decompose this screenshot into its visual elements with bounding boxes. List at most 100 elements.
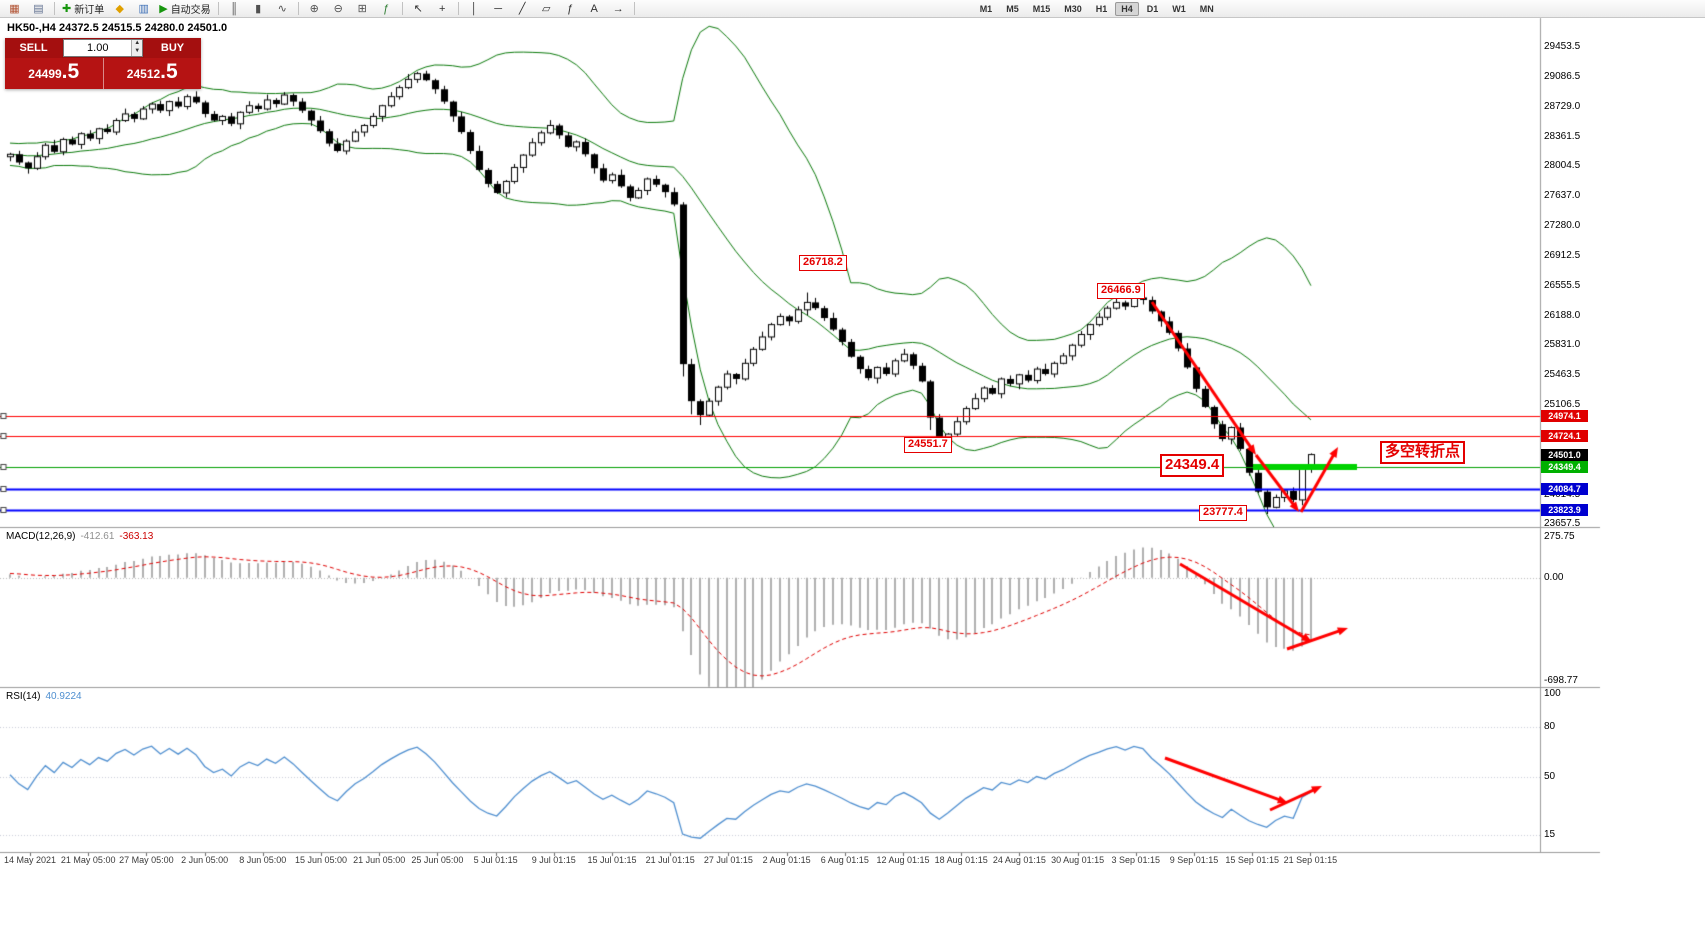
channel-icon[interactable]: ▱	[535, 0, 558, 18]
macd-indicator-label: MACD(12,26,9) -412.61 -363.13	[6, 531, 158, 542]
market-watch-icon: ▥	[138, 2, 149, 15]
line-chart-icon[interactable]: ∿	[271, 0, 294, 18]
vertical-line-icon: │	[470, 2, 478, 15]
toolbar-separator	[457, 2, 459, 15]
price-axis-label: 25463.5	[1544, 369, 1581, 381]
trendline-icon[interactable]: ╱	[511, 0, 534, 18]
timeframe-d1-button[interactable]: D1	[1146, 3, 1159, 14]
autotrade-button[interactable]: ▶ 自动交易	[156, 0, 213, 18]
candlestick-chart-icon: ▮	[255, 2, 262, 15]
price-tag: 24974.1	[1541, 409, 1588, 422]
price-axis-label: 25831.0	[1544, 339, 1581, 351]
horizontal-line-icon[interactable]: ─	[487, 0, 510, 18]
toolbar-separator	[633, 2, 635, 15]
price-tag: 24724.1	[1541, 430, 1588, 443]
price-tag: 24349.4	[1541, 461, 1588, 474]
bar-chart-icon[interactable]: ║	[223, 0, 246, 18]
timeframe-m30-button[interactable]: M30	[1064, 3, 1082, 14]
time-axis-label: 5 Jul 01:15	[473, 855, 518, 865]
time-axis-label: 27 May 05:00	[119, 855, 174, 865]
chart-profiles-icon[interactable]: ▤	[27, 0, 50, 18]
time-axis-label: 15 Sep 01:15	[1225, 855, 1279, 865]
time-axis-label: 18 Aug 01:15	[934, 855, 988, 865]
volume-field: ▲ ▼	[63, 39, 143, 57]
time-axis-label: 12 Aug 01:15	[876, 855, 930, 865]
trade-panel-header: SELL ▲ ▼ BUY	[5, 38, 201, 58]
fibonacci-icon[interactable]: ƒ	[559, 0, 582, 18]
volume-decrease-button[interactable]: ▼	[132, 48, 142, 56]
timeframe-m5-button[interactable]: M5	[1006, 3, 1019, 14]
autotrade-button: ▶	[159, 2, 168, 15]
text-icon: A	[590, 2, 598, 15]
timeframe-m15-button[interactable]: M15	[1032, 3, 1051, 14]
sell-price-int: 24499	[28, 67, 62, 81]
candlestick-chart-icon[interactable]: ▮	[247, 0, 270, 18]
time-axis-label: 6 Aug 01:15	[820, 855, 869, 865]
zoom-in-icon: ⊕	[309, 2, 319, 15]
buy-price[interactable]: 24512.5	[103, 58, 201, 89]
time-axis-label: 15 Jun 05:00	[294, 855, 348, 865]
sell-price[interactable]: 24499.5	[5, 58, 104, 89]
timeframe-toolbar: M1 M5 M15 M30 H1 H4 D1 W1 MN	[974, 1, 1220, 16]
bar-chart-icon: ║	[230, 2, 239, 15]
sell-button[interactable]: SELL	[5, 38, 62, 58]
new-order-button[interactable]: ✚ 新订单	[59, 0, 107, 18]
cursor-icon: ↖	[413, 2, 423, 15]
price-axis-label: 28729.0	[1544, 100, 1581, 112]
trend-note-annotation: 多空转折点	[1380, 441, 1466, 464]
sell-price-frac: .5	[61, 60, 80, 83]
time-axis-label: 30 Aug 01:15	[1051, 855, 1105, 865]
crosshair-icon: +	[438, 2, 446, 15]
autotrade-button-label: 自动交易	[170, 5, 211, 16]
buy-price-frac: .5	[160, 60, 178, 83]
time-axis-label: 8 Jun 05:00	[239, 855, 287, 865]
crosshair-icon[interactable]: +	[431, 0, 454, 18]
vertical-line-icon[interactable]: │	[463, 0, 486, 18]
line-chart-icon: ∿	[277, 2, 287, 15]
tile-windows-icon: ⊞	[357, 2, 367, 15]
indicators-icon[interactable]: ƒ	[375, 0, 398, 18]
arrows-icon: →	[612, 2, 624, 15]
price-axis-label: 26555.5	[1544, 279, 1581, 291]
alerts-icon[interactable]: ◆	[108, 0, 131, 18]
price-axis-label: 27637.0	[1544, 190, 1581, 202]
timeframe-mn-button[interactable]: MN	[1199, 3, 1214, 14]
time-axis-label: 21 Sep 01:15	[1283, 855, 1338, 865]
timeframe-w1-button[interactable]: W1	[1172, 3, 1186, 14]
zoom-out-icon[interactable]: ⊖	[327, 0, 350, 18]
cursor-icon[interactable]: ↖	[407, 0, 430, 18]
new-chart-icon[interactable]: ▦	[3, 0, 26, 18]
rsi-name: RSI(14)	[6, 691, 41, 702]
volume-increase-button[interactable]: ▲	[132, 40, 142, 48]
toolbar-separator	[297, 2, 299, 15]
price-axis-label: 25106.5	[1544, 398, 1581, 410]
zoom-in-icon[interactable]: ⊕	[303, 0, 326, 18]
time-axis-label: 21 Jun 05:00	[353, 855, 406, 865]
macd-scale-label: 275.75	[1544, 531, 1575, 542]
macd-value-signal: -363.13	[119, 531, 154, 542]
macd-scale-label: 0.00	[1544, 571, 1564, 583]
timeframe-m1-button[interactable]: M1	[979, 3, 993, 14]
timeframe-h4-button[interactable]: H4	[1115, 1, 1139, 16]
tile-windows-icon[interactable]: ⊞	[351, 0, 374, 18]
horizontal-line-icon: ─	[494, 2, 503, 15]
price-axis-label: 29453.5	[1544, 41, 1581, 52]
price-tag: 24084.7	[1541, 482, 1588, 495]
buy-button[interactable]: BUY	[144, 38, 201, 58]
timeframe-h1-button[interactable]: H1	[1095, 3, 1108, 14]
time-axis-label: 2 Aug 01:15	[762, 855, 811, 865]
toolbar-separator	[217, 2, 219, 15]
time-axis-label: 14 May 2021	[3, 855, 57, 865]
volume-input[interactable]	[64, 40, 132, 56]
market-watch-icon[interactable]: ▥	[132, 0, 155, 18]
text-icon[interactable]: A	[583, 0, 606, 18]
arrows-icon[interactable]: →	[607, 0, 630, 18]
volume-spinner: ▲ ▼	[131, 40, 142, 56]
toolbar-separator	[401, 2, 403, 15]
high-26718-annotation: 26718.2	[799, 255, 847, 271]
indicators-icon: ƒ	[383, 2, 390, 15]
price-tag: 24501.0	[1541, 448, 1588, 461]
price-axis-label: 23657.5	[1544, 518, 1581, 529]
